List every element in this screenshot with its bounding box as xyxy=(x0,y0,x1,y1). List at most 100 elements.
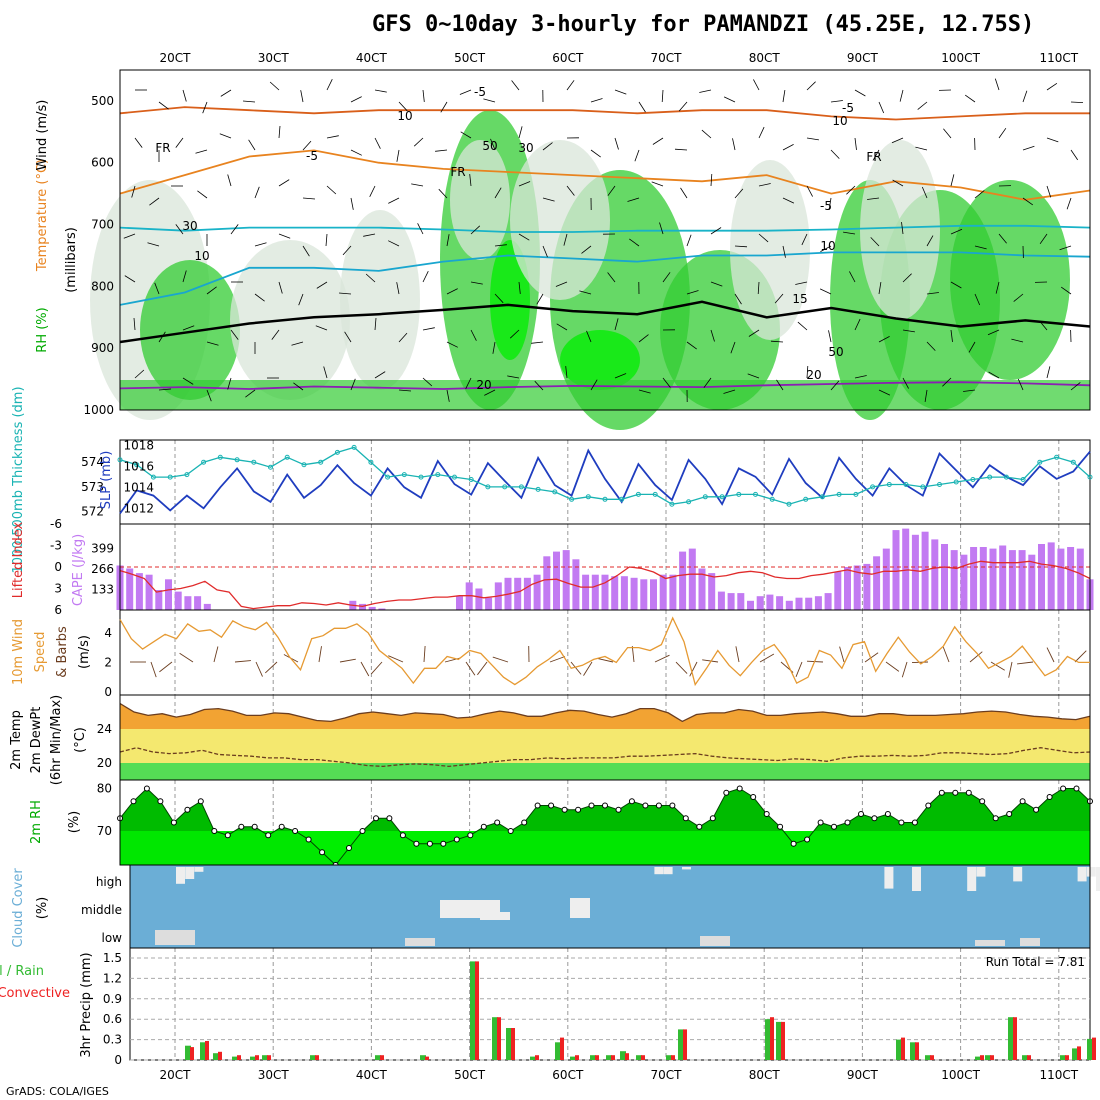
surface-wind-barb xyxy=(339,658,356,663)
surface-wind-barb xyxy=(234,660,251,663)
rh2m-point xyxy=(858,811,864,817)
upper-wind-barb xyxy=(995,281,1000,294)
precip-convective-bar xyxy=(218,1051,222,1060)
pressure-tick-label: 800 xyxy=(91,279,114,293)
upper-wind-barb xyxy=(566,80,575,91)
ylabel-cape: CAPE (J/kg) xyxy=(71,534,86,606)
upper-wind-barb xyxy=(195,149,208,154)
rh2m-point xyxy=(480,823,487,830)
date-tick-label-bottom: 100CT xyxy=(941,1068,980,1082)
upper-wind-barb xyxy=(627,197,640,202)
thickness-point xyxy=(184,472,190,478)
thickness-point xyxy=(251,459,257,465)
upper-wind-barb xyxy=(891,137,904,144)
precip-convective-bar xyxy=(237,1055,241,1060)
surface-wind-barb xyxy=(213,646,219,663)
ylabel-minmax: (6hr Min/Max) xyxy=(49,695,64,785)
cape-bar xyxy=(737,593,745,610)
upper-wind-barb xyxy=(182,89,187,102)
upper-wind-barb xyxy=(846,185,856,195)
precip-convective-bar xyxy=(611,1055,615,1060)
precip-total-bar xyxy=(262,1055,268,1060)
upper-wind-barb xyxy=(782,245,786,258)
cape-bar xyxy=(533,574,541,610)
upper-wind-barb xyxy=(123,233,136,239)
surface-wind-barb xyxy=(1008,661,1013,678)
upper-wind-barb xyxy=(988,371,1000,379)
upper-wind-barb xyxy=(202,101,208,114)
upper-wind-barb xyxy=(901,222,904,235)
upper-wind-barb xyxy=(638,101,646,113)
upper-wind-barb xyxy=(338,292,352,295)
thickness-point xyxy=(334,449,340,455)
upper-wind-barb xyxy=(302,197,316,200)
upper-wind-barb xyxy=(629,238,640,247)
thickness-point xyxy=(686,499,692,505)
upper-wind-barb xyxy=(509,329,520,339)
upper-wind-barb xyxy=(661,89,664,103)
cape-bar xyxy=(543,556,551,611)
precip-convective-bar xyxy=(255,1055,259,1060)
upper-wind-barb xyxy=(494,244,507,247)
thickness-point xyxy=(702,494,708,500)
cape-bar xyxy=(708,573,716,610)
upper-wind-barb xyxy=(701,129,712,139)
rh2m-point xyxy=(521,819,528,826)
upper-wind-barb xyxy=(820,245,832,252)
upper-wind-barb xyxy=(254,242,267,247)
upper-wind-barb xyxy=(590,149,601,158)
precip-convective-bar xyxy=(380,1055,384,1060)
upper-wind-barb xyxy=(182,377,194,385)
cape-bar xyxy=(601,574,609,610)
upper-wind-barb xyxy=(219,133,232,139)
upper-wind-barb xyxy=(614,373,627,379)
upper-wind-barb xyxy=(248,139,256,151)
upper-wind-barb xyxy=(774,293,784,304)
rh2m-point xyxy=(615,806,622,813)
date-tick-label-bottom: 40CT xyxy=(356,1068,388,1082)
upper-wind-barb xyxy=(878,336,890,343)
upper-wind-barb xyxy=(1046,366,1051,379)
contour-label: -5 xyxy=(306,149,318,163)
surface-wind-barb xyxy=(795,661,803,677)
li-tick-label: -6 xyxy=(50,517,62,531)
precip-total-bar xyxy=(678,1029,684,1060)
rh2m-point xyxy=(817,819,824,826)
upper-wind-barb xyxy=(494,187,502,199)
thickness-point xyxy=(836,491,842,497)
precip-total-bar xyxy=(1060,1055,1066,1060)
upper-wind-barb xyxy=(315,325,328,331)
cloud-high-bar xyxy=(663,867,673,875)
contour-label: 20 xyxy=(476,378,491,392)
rh-base-band-over xyxy=(120,831,1090,865)
upper-wind-barb xyxy=(422,271,429,283)
upper-wind-barb xyxy=(806,81,816,91)
precip-convective-bar xyxy=(901,1037,905,1060)
upper-wind-barb xyxy=(446,341,458,348)
upper-wind-barb xyxy=(757,281,760,295)
upper-wind-barb xyxy=(326,79,333,91)
upper-wind-barb xyxy=(396,149,400,162)
cape-bar xyxy=(155,590,163,610)
precip-total-bar xyxy=(925,1055,931,1060)
thickness-point xyxy=(201,459,207,465)
cape-tick-label: 133 xyxy=(91,583,114,597)
ylabel-total-rain: tal / Rain xyxy=(0,964,44,979)
rh2m-point xyxy=(804,836,811,843)
upper-wind-barb xyxy=(323,366,328,379)
rh2m-point xyxy=(224,832,231,839)
cape-bar xyxy=(562,550,570,610)
upper-wind-barb xyxy=(363,233,376,237)
upper-wind-barb xyxy=(534,380,544,391)
rh2m-point xyxy=(938,789,945,796)
cape-bar xyxy=(1067,547,1075,610)
rh2m-point xyxy=(992,815,999,822)
upper-wind-barb xyxy=(723,96,736,103)
upper-wind-barb xyxy=(917,101,928,110)
upper-wind-barb xyxy=(388,197,400,204)
rh2m-point xyxy=(534,802,541,809)
upper-wind-barb xyxy=(830,149,840,159)
rh2m-point xyxy=(682,815,689,822)
upper-wind-barb xyxy=(245,389,256,398)
surface-wind-barb xyxy=(759,653,775,663)
